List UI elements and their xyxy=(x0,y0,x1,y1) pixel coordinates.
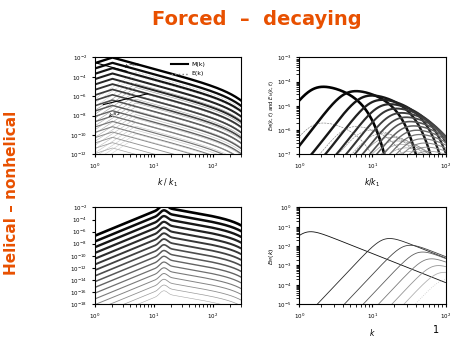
X-axis label: $k \ / \ k_1$: $k \ / \ k_1$ xyxy=(157,177,178,189)
Text: $k^{-5/3}$: $k^{-5/3}$ xyxy=(124,62,140,71)
Text: Helical – nonhelical: Helical – nonhelical xyxy=(4,111,19,275)
X-axis label: $k/k_1$: $k/k_1$ xyxy=(364,177,381,189)
Y-axis label: $E_M(k,t)$ and $E_k(k,t)$: $E_M(k,t)$ and $E_k(k,t)$ xyxy=(267,80,276,131)
Y-axis label: $E_M(k)$: $E_M(k)$ xyxy=(267,247,276,265)
Text: $k^{3/2}$: $k^{3/2}$ xyxy=(108,110,120,120)
X-axis label: $k$: $k$ xyxy=(369,327,376,338)
Text: Forced  –  decaying: Forced – decaying xyxy=(152,10,361,29)
Text: E(k): E(k) xyxy=(191,71,203,76)
Text: 1: 1 xyxy=(432,324,439,335)
Text: M(k): M(k) xyxy=(191,62,205,67)
